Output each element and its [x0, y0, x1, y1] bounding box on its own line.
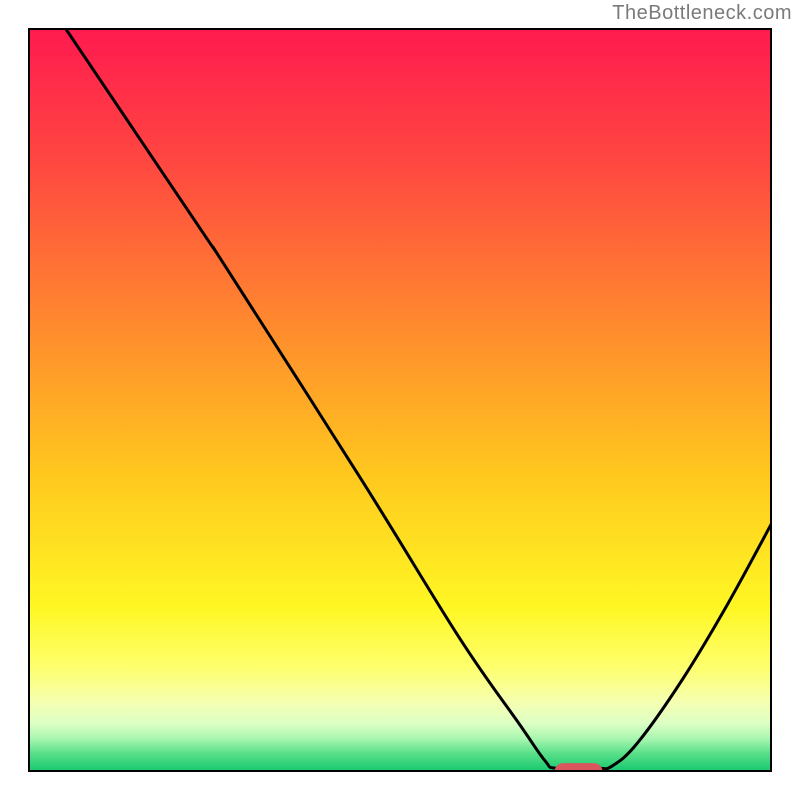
chart-container: { "caption": "TheBottleneck.com", "capti… [0, 0, 800, 800]
chart-svg [28, 28, 772, 772]
plot-area [28, 28, 772, 772]
watermark-caption: TheBottleneck.com [612, 2, 792, 25]
